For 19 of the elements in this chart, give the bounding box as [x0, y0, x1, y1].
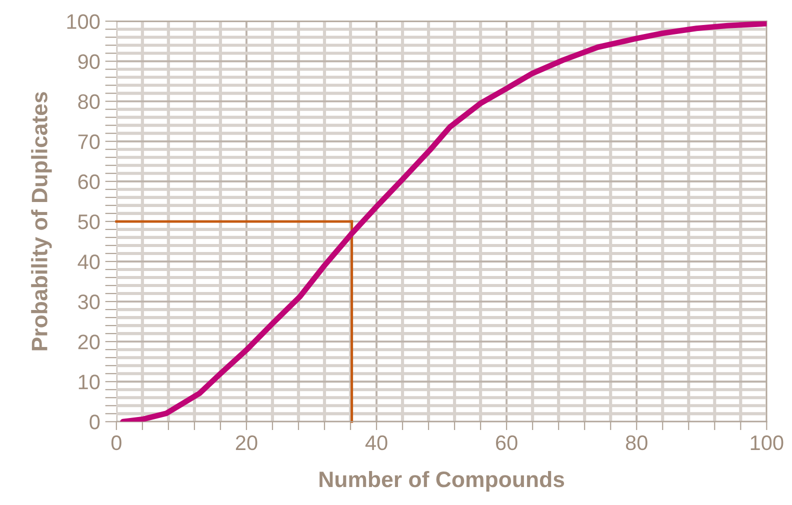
x-tick-label: 20: [236, 435, 258, 450]
x-axis-title: Number of Compounds: [320, 470, 564, 492]
x-tick-label: 80: [626, 435, 648, 450]
x-tick-label: 0: [111, 435, 122, 450]
y-tick-label: 60: [78, 174, 100, 190]
y-tick-label: 50: [78, 214, 100, 230]
x-tick-label: 60: [496, 435, 518, 450]
y-tick-label: 20: [78, 334, 100, 350]
y-tick-label: 100: [67, 14, 100, 29]
y-tick-label: 10: [78, 374, 100, 390]
y-tick-label: 40: [78, 254, 100, 270]
y-tick-label: 30: [78, 294, 100, 310]
y-axis-title: Probability of Duplicates: [31, 92, 52, 350]
x-tick-label: 40: [365, 435, 388, 450]
y-tick-label: 80: [78, 94, 100, 110]
y-tick-label: 70: [78, 134, 100, 150]
y-tick-label: 90: [78, 54, 100, 70]
x-tick-label: 100: [750, 435, 784, 450]
y-tick-label: 0: [90, 414, 100, 430]
